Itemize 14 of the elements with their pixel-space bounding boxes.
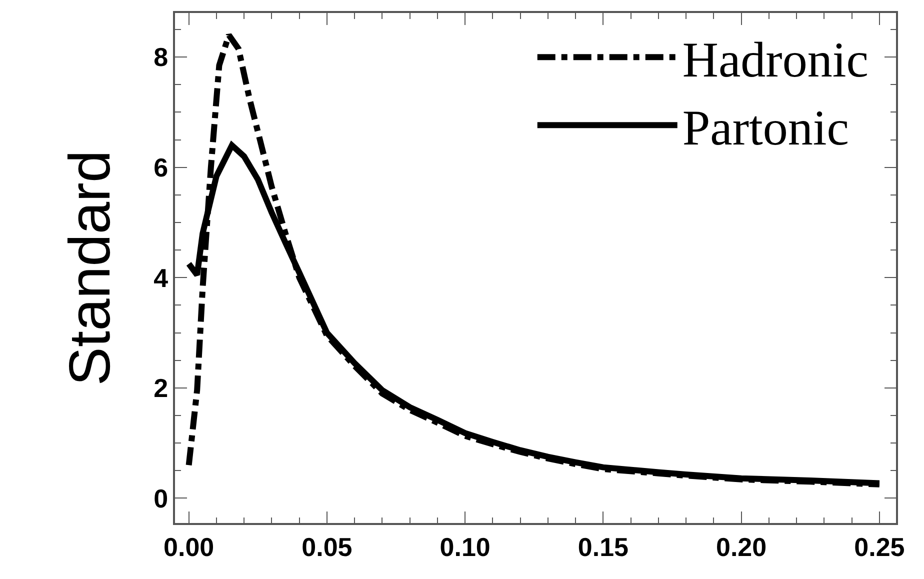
legend-label: Hadronic <box>682 32 868 88</box>
y-tick-label: 6 <box>154 152 168 182</box>
x-tick-label: 0.10 <box>440 532 490 562</box>
y-tick-label: 2 <box>154 373 168 404</box>
y-axis-title: Standard <box>57 150 122 386</box>
y-tick-label: 4 <box>154 262 169 293</box>
legend-label: Partonic <box>682 100 850 156</box>
x-tick-label: 0.25 <box>854 532 905 562</box>
x-tick-label: 0.15 <box>578 532 628 562</box>
y-tick-label: 0 <box>154 483 168 514</box>
x-tick-label: 0.05 <box>302 532 352 562</box>
x-tick-label: 0.00 <box>164 532 214 562</box>
y-tick-label: 8 <box>154 42 168 72</box>
x-tick-label: 0.20 <box>716 532 767 562</box>
